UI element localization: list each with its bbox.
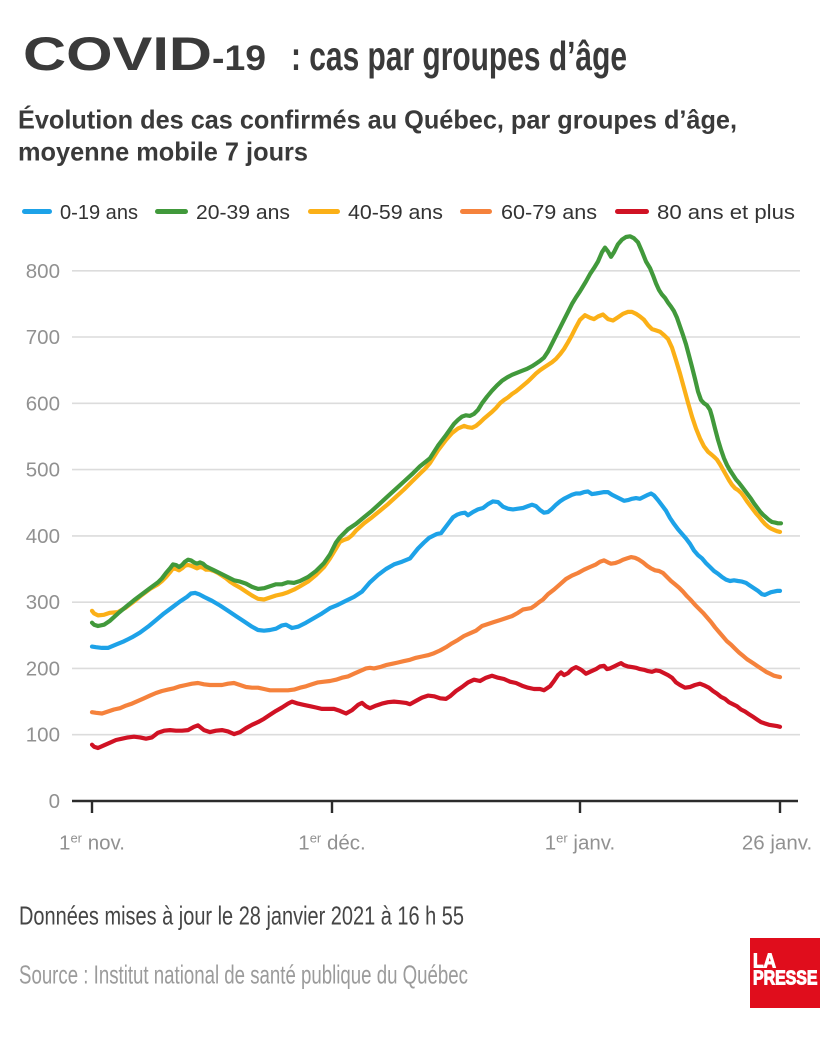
- svg-text:200: 200: [26, 657, 60, 680]
- svg-text:1er nov.: 1er nov.: [59, 831, 125, 855]
- svg-text:300: 300: [26, 591, 60, 614]
- svg-text:Données mises à jour le 28 jan: Données mises à jour le 28 janvier 2021 …: [19, 901, 464, 931]
- svg-text:100: 100: [26, 724, 60, 747]
- svg-text:80 ans et plus: 80 ans et plus: [657, 202, 795, 224]
- svg-text:Source : Institut national de: Source : Institut national de santé publ…: [19, 960, 468, 990]
- svg-text:700: 700: [26, 326, 60, 349]
- svg-text:LA: LA: [753, 951, 776, 973]
- svg-text:Évolution des cas confirmés au: Évolution des cas confirmés au Québec, p…: [18, 105, 737, 135]
- svg-text:26 janv.: 26 janv.: [742, 832, 812, 855]
- svg-text:1er janv.: 1er janv.: [545, 831, 615, 855]
- svg-text:40-59 ans: 40-59 ans: [348, 202, 443, 224]
- svg-text:20-39 ans: 20-39 ans: [196, 202, 290, 224]
- svg-text:1er déc.: 1er déc.: [298, 831, 365, 855]
- svg-text:800: 800: [26, 260, 60, 283]
- svg-text:0-19 ans: 0-19 ans: [60, 202, 138, 224]
- svg-text:600: 600: [26, 392, 60, 415]
- svg-text:-19: -19: [212, 39, 266, 78]
- svg-text:PRESSE: PRESSE: [753, 968, 818, 990]
- svg-text:0: 0: [49, 790, 60, 813]
- svg-text:COVID: COVID: [23, 27, 212, 80]
- svg-text:moyenne mobile 7 jours: moyenne mobile 7 jours: [18, 137, 308, 167]
- svg-text:: cas par groupes d’âge: : cas par groupes d’âge: [291, 33, 627, 79]
- svg-text:500: 500: [26, 459, 60, 482]
- svg-text:400: 400: [26, 525, 60, 548]
- svg-text:60-79 ans: 60-79 ans: [501, 202, 597, 224]
